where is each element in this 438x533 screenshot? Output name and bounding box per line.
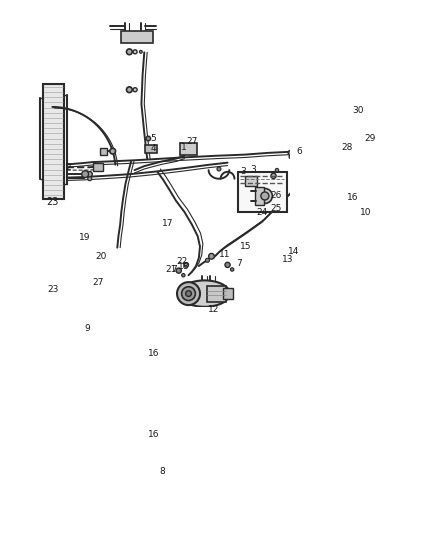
- Circle shape: [133, 88, 137, 92]
- Circle shape: [217, 167, 221, 171]
- Text: 23: 23: [46, 197, 59, 207]
- Bar: [180, 143, 197, 155]
- Text: 17: 17: [162, 219, 173, 228]
- Circle shape: [258, 189, 272, 204]
- Text: 21: 21: [166, 265, 177, 274]
- Circle shape: [288, 150, 293, 156]
- Bar: [223, 288, 233, 300]
- Bar: [92, 163, 103, 171]
- Circle shape: [379, 130, 384, 134]
- Text: 19: 19: [79, 233, 91, 242]
- Text: 7: 7: [236, 259, 242, 268]
- Circle shape: [177, 282, 200, 305]
- Ellipse shape: [179, 280, 230, 307]
- Circle shape: [271, 173, 276, 179]
- Circle shape: [225, 262, 230, 268]
- Text: 8: 8: [160, 467, 166, 476]
- Text: 24: 24: [256, 207, 268, 216]
- Bar: [145, 146, 158, 154]
- Text: 16: 16: [347, 192, 359, 201]
- Text: 26: 26: [271, 191, 282, 200]
- Text: 20: 20: [95, 252, 107, 261]
- Text: 27: 27: [92, 278, 104, 287]
- Text: 15: 15: [240, 242, 252, 251]
- Text: 13: 13: [282, 255, 293, 264]
- Bar: [121, 30, 153, 43]
- Text: 28: 28: [341, 143, 353, 152]
- Circle shape: [360, 110, 365, 115]
- Circle shape: [88, 177, 92, 181]
- Bar: [208, 286, 226, 302]
- Bar: [42, 84, 64, 199]
- Text: 30: 30: [353, 107, 364, 116]
- Text: 12: 12: [208, 305, 219, 314]
- Text: 5: 5: [150, 134, 156, 143]
- Text: 16: 16: [148, 350, 160, 358]
- Circle shape: [275, 168, 279, 172]
- Text: 9: 9: [84, 324, 90, 333]
- Circle shape: [133, 50, 137, 54]
- Circle shape: [139, 51, 142, 53]
- Circle shape: [339, 196, 345, 201]
- Text: 3: 3: [251, 165, 256, 174]
- Circle shape: [87, 172, 92, 177]
- Circle shape: [176, 268, 181, 273]
- Circle shape: [289, 155, 293, 159]
- Bar: [100, 148, 107, 155]
- Text: 29: 29: [364, 134, 376, 143]
- Circle shape: [205, 259, 209, 262]
- Circle shape: [261, 192, 269, 200]
- Text: 10: 10: [360, 207, 371, 216]
- Circle shape: [186, 290, 191, 296]
- Text: 7: 7: [171, 265, 177, 274]
- Text: 1: 1: [180, 143, 186, 152]
- Text: 23: 23: [47, 285, 59, 294]
- Text: 27: 27: [186, 138, 198, 147]
- Bar: [359, 136, 380, 146]
- Bar: [245, 176, 258, 186]
- Circle shape: [146, 136, 151, 141]
- Circle shape: [182, 287, 195, 301]
- Circle shape: [208, 253, 214, 259]
- Text: 4: 4: [151, 144, 156, 154]
- Circle shape: [110, 148, 116, 154]
- Text: 11: 11: [219, 250, 230, 259]
- Text: 18: 18: [177, 262, 189, 271]
- Circle shape: [184, 263, 188, 267]
- Circle shape: [230, 268, 234, 271]
- Circle shape: [336, 197, 339, 200]
- Text: 3: 3: [240, 167, 246, 176]
- Circle shape: [81, 171, 88, 177]
- Text: 22: 22: [176, 257, 187, 266]
- Text: 6: 6: [297, 147, 302, 156]
- Circle shape: [182, 273, 185, 277]
- Text: 25: 25: [271, 204, 282, 213]
- Bar: [238, 172, 287, 212]
- Text: 16: 16: [148, 430, 160, 439]
- Circle shape: [127, 87, 132, 93]
- Text: 14: 14: [288, 247, 299, 256]
- Circle shape: [127, 49, 132, 55]
- Bar: [255, 188, 264, 205]
- Text: 2: 2: [66, 163, 71, 172]
